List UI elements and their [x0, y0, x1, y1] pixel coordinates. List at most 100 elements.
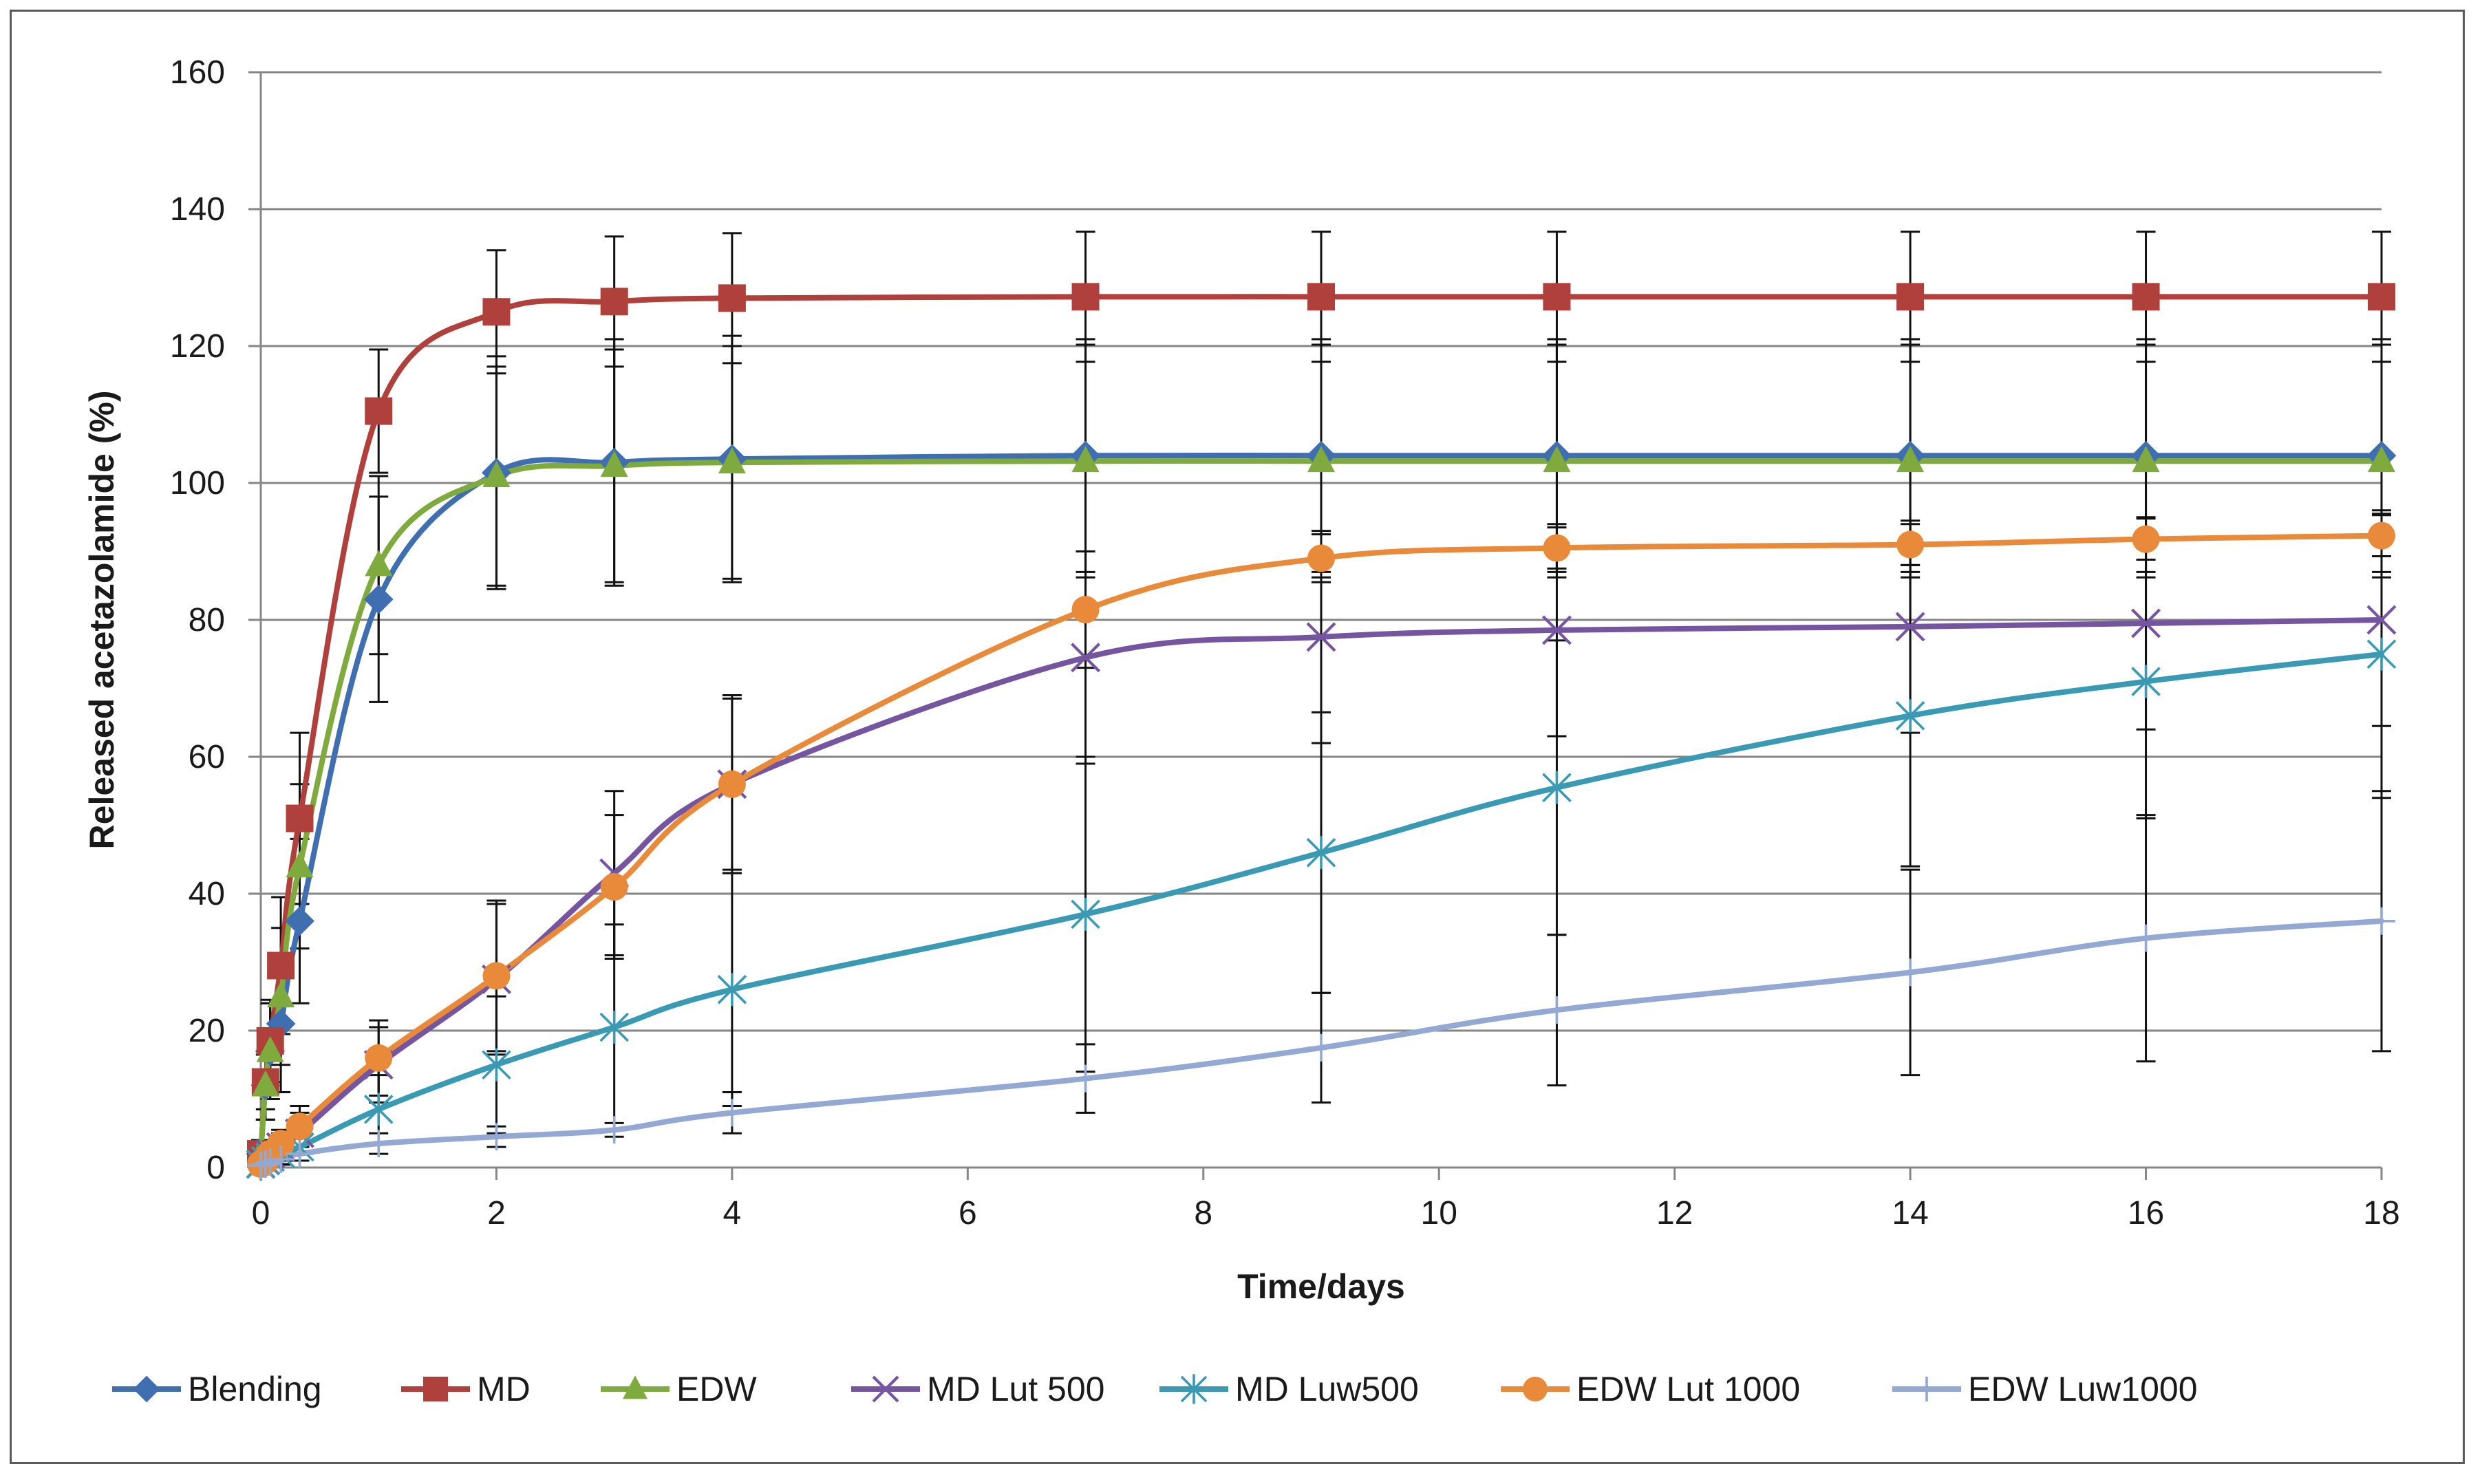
data-point-md-luw500: [1071, 897, 1100, 931]
gridlines: [248, 71, 2382, 1169]
legend-marker: [133, 1375, 160, 1403]
legend-label: MD Luw500: [1235, 1370, 1419, 1408]
data-point-edw: [1307, 446, 1335, 473]
data-point-edw-luw1000: [1071, 1064, 1100, 1093]
data-point-md-luw500: [482, 1048, 511, 1082]
data-point-md: [718, 284, 746, 312]
data-point-edw-lut-1000: [2132, 525, 2160, 553]
data-point-edw: [600, 451, 628, 477]
data-point-edw-lut-1000: [2368, 521, 2395, 550]
data-point-edw: [365, 550, 393, 577]
y-tick-label: 80: [189, 602, 225, 638]
data-point-edw: [256, 1035, 284, 1062]
legend-marker: [872, 1375, 899, 1403]
data-point-md-luw500: [1306, 836, 1336, 870]
data-point-edw-luw1000: [2132, 924, 2160, 952]
data-point-edw-luw1000: [286, 1140, 314, 1168]
legend-label: MD Lut 500: [927, 1370, 1104, 1408]
data-point-md-luw500: [717, 973, 747, 1007]
y-tick-label: 0: [206, 1150, 225, 1186]
y-tick-label: 160: [170, 54, 225, 91]
chart-frame: 0 20 40 60 80 100 120 140 160 0 2 4 6 8 10 12 14 16 18 Ti…: [10, 10, 2465, 1464]
data-point-edw-lut-1000: [600, 873, 628, 901]
y-tick-label: 60: [189, 739, 225, 775]
legend-label: EDW Lut 1000: [1576, 1370, 1800, 1408]
x-tick-label: 4: [723, 1195, 742, 1232]
data-point-md-lut-500: [1895, 612, 1925, 642]
data-point-edw-luw1000: [1307, 1033, 1335, 1062]
y-tick-label: 140: [170, 191, 225, 228]
data-point-edw-luw1000: [482, 1123, 511, 1151]
legend-marker: [423, 1377, 448, 1401]
data-point-edw-luw1000: [1543, 996, 1571, 1024]
data-point-md-luw500: [1895, 699, 1925, 733]
data-point-md-lut-500: [2131, 608, 2161, 638]
data-point-edw: [1896, 446, 1925, 473]
y-tick-labels: 0 20 40 60 80 100 120 140 160: [170, 54, 225, 1186]
data-point-edw: [251, 1070, 279, 1097]
data-point-edw-lut-1000: [718, 770, 746, 798]
data-point-md-luw500: [363, 1093, 394, 1126]
legend-item-edw-lut-1000: EDW Lut 1000: [1501, 1370, 1800, 1408]
data-point-edw-luw1000: [600, 1116, 628, 1144]
data-point-edw-lut-1000: [1896, 530, 1925, 559]
data-point-md-luw500: [1542, 771, 1572, 804]
data-point-edw-lut-1000: [482, 962, 511, 990]
data-point-edw-luw1000: [365, 1130, 393, 1158]
x-tick-label: 18: [2363, 1195, 2399, 1232]
data-point-md-luw500: [599, 1011, 629, 1044]
data-point-edw-lut-1000: [1071, 596, 1100, 624]
data-point-md: [1896, 283, 1925, 311]
line-chart: 0 20 40 60 80 100 120 140 160 0 2 4 6 8 10 12 14 16 18 Ti…: [83, 54, 2400, 1408]
x-tick-label: 6: [959, 1195, 977, 1232]
data-point-md: [2368, 283, 2395, 311]
data-point-md-luw500: [2366, 637, 2397, 671]
x-tick-label: 10: [1421, 1195, 1457, 1232]
x-axis-title: Time/days: [1237, 1267, 1405, 1306]
legend-item-edw-luw1000: EDW Luw1000: [1892, 1370, 2198, 1408]
data-point-edw-luw1000: [2368, 907, 2395, 935]
y-tick-label: 20: [189, 1013, 225, 1049]
x-tick-label: 0: [252, 1195, 270, 1232]
data-point-edw-lut-1000: [365, 1044, 393, 1072]
data-point-md: [365, 397, 393, 425]
data-point-md: [2132, 283, 2160, 311]
data-point-edw: [1071, 446, 1100, 473]
data-point-edw-luw1000: [251, 1150, 279, 1179]
error-bars: [251, 230, 2391, 1169]
data-point-md: [600, 288, 628, 316]
data-point-edw-lut-1000: [1543, 534, 1571, 562]
data-point-edw: [2132, 446, 2160, 473]
legend-marker: [623, 1375, 648, 1399]
data-point-md: [1071, 283, 1100, 311]
y-tick-label: 40: [189, 876, 225, 912]
data-point-edw: [267, 981, 295, 1008]
data-point-blending: [285, 906, 314, 936]
x-tick-labels: 0 2 4 6 8 10 12 14 16 18: [252, 1168, 2400, 1232]
data-point-md: [1543, 283, 1571, 311]
data-point-edw-luw1000: [1896, 958, 1925, 987]
legend-item-blending: Blending: [112, 1370, 322, 1408]
axes: [259, 72, 2382, 1169]
legend-label: MD: [477, 1370, 531, 1408]
data-point-md-lut-500: [2366, 605, 2397, 635]
data-point-edw-luw1000: [718, 1099, 746, 1127]
data-point-edw-lut-1000: [286, 1112, 314, 1141]
x-tick-label: 16: [2128, 1195, 2164, 1232]
legend-label: EDW: [676, 1370, 757, 1408]
legend-marker: [1523, 1377, 1548, 1401]
legend-label: Blending: [188, 1370, 322, 1408]
data-point-md: [482, 298, 511, 326]
data-point-edw: [482, 461, 511, 488]
data-point-md: [286, 804, 314, 832]
data-point-edw-luw1000: [267, 1146, 295, 1174]
legend-item-md: MD: [401, 1370, 531, 1408]
data-point-edw: [1543, 446, 1571, 473]
series-markers: [246, 283, 2397, 1181]
data-point-edw-lut-1000: [267, 1130, 295, 1158]
x-tick-label: 8: [1194, 1195, 1212, 1232]
legend-item-md-lut-500: MD Lut 500: [851, 1370, 1104, 1408]
data-point-edw: [2368, 446, 2395, 473]
legend-label: EDW Luw1000: [1968, 1370, 2198, 1408]
data-point-edw: [286, 851, 314, 878]
